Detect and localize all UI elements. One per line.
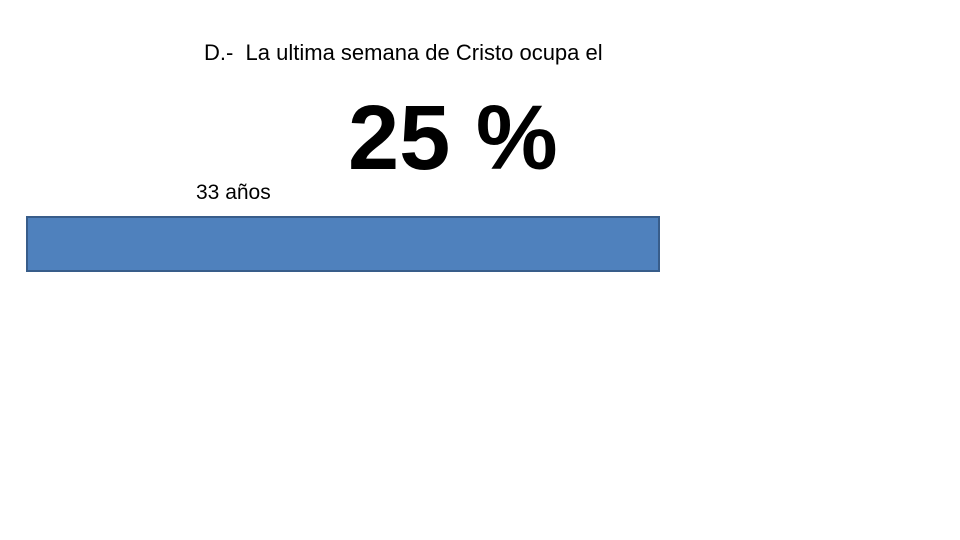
highlight-text: 25 %	[348, 87, 558, 189]
bar-label: 33 años	[196, 181, 271, 204]
slide-title: D.- La ultima semana de Cristo ocupa el	[204, 40, 603, 65]
bar-shape	[26, 216, 660, 272]
